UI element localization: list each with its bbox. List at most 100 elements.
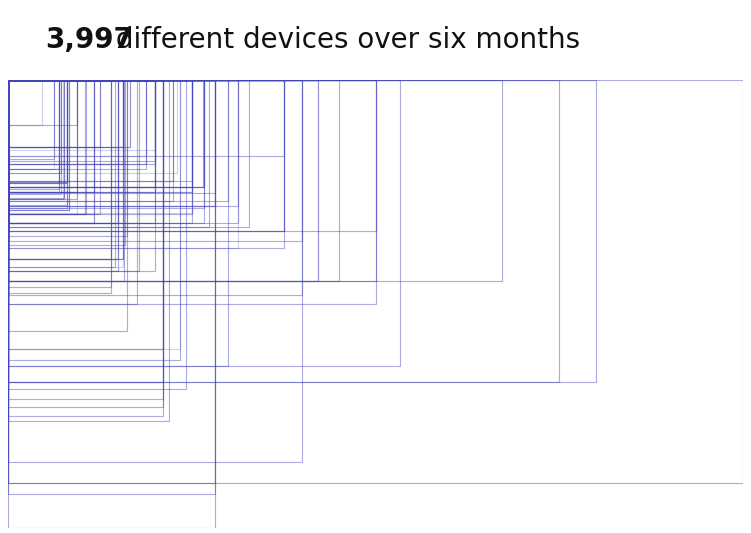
Bar	[8, 80, 204, 223]
Bar	[8, 80, 192, 181]
Bar	[8, 80, 215, 193]
Bar	[8, 80, 284, 156]
Bar	[8, 80, 77, 192]
Bar	[8, 80, 59, 183]
Bar	[8, 80, 192, 188]
Bar	[8, 80, 67, 183]
Bar	[8, 80, 228, 201]
Bar	[8, 80, 94, 223]
Bar	[8, 80, 163, 407]
Bar	[8, 80, 203, 188]
Bar	[8, 80, 284, 231]
Bar	[8, 80, 215, 483]
Bar	[8, 80, 111, 287]
Bar	[8, 80, 139, 271]
Bar	[8, 80, 204, 207]
Bar	[8, 80, 59, 169]
Bar	[8, 80, 215, 528]
Bar	[8, 80, 180, 349]
Bar	[8, 80, 376, 281]
Bar	[8, 80, 173, 201]
Bar	[8, 80, 237, 223]
Bar	[8, 80, 130, 147]
Bar	[8, 80, 94, 192]
Bar	[8, 80, 122, 147]
Bar	[8, 80, 302, 462]
Bar	[8, 80, 128, 236]
Bar	[8, 80, 163, 349]
Bar	[8, 80, 228, 367]
Bar	[8, 80, 163, 399]
Bar	[8, 80, 204, 207]
Bar	[8, 80, 53, 169]
Bar	[8, 80, 204, 188]
Bar	[8, 80, 125, 245]
Bar	[8, 80, 130, 147]
Bar	[8, 80, 186, 389]
Bar	[8, 80, 163, 349]
Bar	[8, 80, 502, 281]
Bar	[8, 80, 122, 259]
Bar	[8, 80, 284, 156]
Bar	[8, 80, 62, 173]
Bar	[8, 80, 122, 164]
Text: 3,997: 3,997	[45, 26, 133, 54]
Bar	[8, 80, 237, 206]
Bar	[8, 80, 318, 281]
Bar	[8, 80, 67, 182]
Bar	[8, 80, 173, 181]
Bar	[8, 80, 237, 248]
Bar	[8, 80, 64, 198]
Bar	[8, 80, 284, 248]
Bar	[8, 80, 163, 416]
Bar	[8, 80, 111, 287]
Bar	[8, 80, 99, 214]
Bar	[8, 80, 176, 173]
Bar	[8, 80, 502, 281]
Bar	[8, 80, 128, 236]
Bar	[8, 80, 204, 188]
Bar	[8, 80, 163, 416]
Bar	[8, 80, 99, 214]
Bar	[8, 80, 204, 188]
Bar	[8, 80, 192, 214]
Bar	[8, 80, 59, 189]
Bar	[8, 80, 111, 259]
Bar	[8, 80, 186, 389]
Bar	[8, 80, 122, 259]
Bar	[8, 80, 59, 192]
Bar	[8, 80, 228, 367]
Bar	[8, 80, 67, 208]
Bar	[8, 80, 86, 214]
Bar	[8, 80, 67, 205]
Bar	[8, 80, 237, 223]
Bar	[8, 80, 146, 169]
Bar	[8, 80, 237, 206]
Bar	[8, 80, 122, 268]
Bar	[8, 80, 302, 462]
Bar	[8, 80, 137, 304]
Bar	[8, 80, 122, 259]
Bar	[8, 80, 85, 214]
Bar	[8, 80, 86, 214]
Bar	[8, 80, 376, 304]
Bar	[8, 80, 69, 209]
Bar	[8, 80, 204, 223]
Bar	[8, 80, 116, 266]
Bar	[8, 80, 69, 209]
Bar	[8, 80, 173, 181]
Bar	[8, 80, 94, 223]
Bar	[8, 80, 155, 150]
Bar	[8, 80, 180, 360]
Bar	[8, 80, 53, 159]
Bar	[8, 80, 163, 382]
Bar	[8, 80, 69, 211]
Bar	[8, 80, 67, 208]
Bar	[8, 80, 192, 192]
Bar	[8, 80, 155, 223]
Bar	[8, 80, 111, 259]
Bar	[8, 80, 59, 169]
Bar	[8, 80, 284, 231]
Bar	[8, 80, 169, 421]
Bar	[8, 80, 77, 199]
